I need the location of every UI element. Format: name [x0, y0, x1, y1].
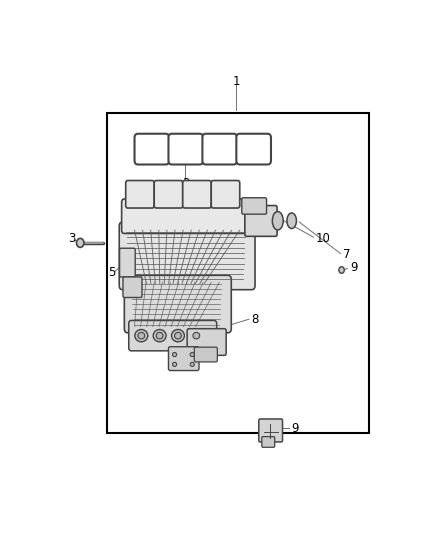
FancyBboxPatch shape — [124, 276, 231, 333]
Ellipse shape — [190, 329, 203, 342]
Ellipse shape — [193, 333, 200, 339]
FancyBboxPatch shape — [194, 347, 217, 362]
FancyBboxPatch shape — [187, 329, 226, 356]
Ellipse shape — [173, 362, 177, 366]
FancyBboxPatch shape — [183, 181, 211, 208]
Text: 2: 2 — [182, 177, 189, 190]
Ellipse shape — [135, 329, 148, 342]
FancyBboxPatch shape — [129, 320, 217, 351]
Text: 4: 4 — [126, 278, 133, 291]
Ellipse shape — [175, 333, 181, 339]
Text: 9: 9 — [292, 422, 299, 435]
FancyBboxPatch shape — [169, 134, 203, 165]
FancyBboxPatch shape — [242, 198, 267, 214]
Text: 9: 9 — [350, 261, 357, 273]
Text: 8: 8 — [251, 313, 259, 326]
FancyBboxPatch shape — [245, 206, 277, 236]
Ellipse shape — [153, 329, 166, 342]
Text: 5: 5 — [108, 266, 116, 279]
FancyBboxPatch shape — [211, 181, 240, 208]
Text: 6: 6 — [197, 328, 204, 341]
Ellipse shape — [190, 352, 194, 357]
Text: 1: 1 — [233, 75, 240, 88]
Ellipse shape — [339, 266, 344, 273]
FancyBboxPatch shape — [126, 181, 154, 208]
Ellipse shape — [272, 212, 283, 230]
Text: 7: 7 — [343, 248, 351, 261]
FancyBboxPatch shape — [119, 222, 255, 290]
FancyBboxPatch shape — [123, 277, 142, 297]
FancyBboxPatch shape — [237, 134, 271, 165]
Text: 10: 10 — [316, 232, 331, 245]
Text: 3: 3 — [68, 232, 75, 245]
Ellipse shape — [173, 352, 177, 357]
Ellipse shape — [77, 238, 84, 247]
Ellipse shape — [287, 213, 297, 229]
Bar — [107, 113, 369, 433]
FancyBboxPatch shape — [134, 134, 169, 165]
FancyBboxPatch shape — [262, 437, 275, 447]
Ellipse shape — [190, 362, 194, 366]
Ellipse shape — [172, 329, 184, 342]
Ellipse shape — [138, 333, 145, 339]
FancyBboxPatch shape — [120, 248, 135, 277]
Ellipse shape — [156, 333, 163, 339]
FancyBboxPatch shape — [154, 181, 183, 208]
FancyBboxPatch shape — [122, 199, 251, 233]
FancyBboxPatch shape — [202, 134, 237, 165]
FancyBboxPatch shape — [259, 419, 283, 442]
FancyBboxPatch shape — [169, 347, 199, 370]
